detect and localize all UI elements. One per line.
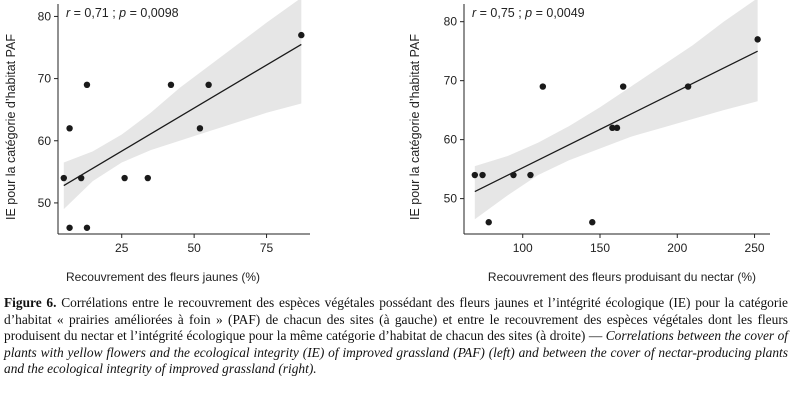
right-x-tick-label: 150	[590, 241, 610, 255]
left-data-point	[83, 81, 91, 89]
caption-english: Correlations between the cover of plants…	[4, 328, 789, 376]
caption-french: Corrélations entre le recouvrement des e…	[4, 295, 789, 343]
left-data-point	[167, 81, 175, 89]
right-y-tick-label: 70	[444, 74, 458, 88]
left-x-tick-label: 50	[187, 241, 201, 255]
left-data-point	[121, 174, 128, 182]
figure-area: 50 60 70 80 25 50 75 IE pour la catégorie d’ha…	[4, 0, 770, 284]
figure-caption: Figure 6. Corrélations entre le recouvre…	[4, 295, 788, 378]
left-confidence-band	[63, 0, 302, 210]
right-data-point	[754, 36, 761, 43]
left-x-tick-label: 25	[115, 241, 129, 255]
left-data-point	[144, 174, 151, 182]
right-data-point	[485, 219, 492, 226]
right-data-point	[589, 219, 596, 226]
left-data-point	[66, 125, 73, 132]
left-data-point	[205, 81, 212, 89]
left-y-axis-label: IE pour la catégorie d’habitat PAF	[4, 34, 18, 220]
left-x-axis-label: Recouvrement des fleurs jaunes (%)	[66, 270, 260, 284]
caption-lead: Figure 6.	[4, 295, 57, 310]
right-y-tick-label: 80	[444, 15, 458, 29]
right-x-tick-label: 100	[513, 241, 533, 255]
left-y-tick-label: 70	[38, 72, 52, 86]
left-correlation-annotation: r = 0,71 ; p = 0,0098	[66, 6, 179, 20]
right-plot-layer: 50 60 70 80 100 150 200 250	[444, 0, 770, 255]
right-x-axis-label: Recouvrement des fleurs produisant du ne…	[488, 270, 756, 284]
right-x-tick-label: 250	[745, 241, 765, 255]
left-regression-line	[63, 43, 302, 187]
left-data-point	[60, 174, 67, 182]
left-data-point	[83, 224, 91, 231]
left-data-point	[77, 174, 85, 182]
left-y-tick-label: 50	[38, 196, 52, 210]
right-y-tick-label: 60	[444, 133, 458, 147]
right-data-point	[609, 124, 616, 132]
left-y-tick-label: 80	[38, 9, 52, 23]
right-regression-line	[474, 50, 758, 193]
right-data-point	[613, 124, 621, 132]
right-y-axis-label: IE pour la catégorie d’habitat PAF	[408, 34, 422, 220]
right-data-point	[471, 171, 479, 179]
right-data-point	[510, 171, 517, 179]
right-correlation-annotation: r = 0,75 ; p = 0,0049	[472, 6, 585, 20]
right-confidence-band	[474, 0, 758, 220]
figure-svg: 50 60 70 80 25 50 75 IE pour la catégorie d’ha…	[4, 0, 770, 284]
chart-right: 50 60 70 80 100 150 200 250 IE pour la catégori…	[408, 0, 770, 284]
left-data-point	[66, 224, 73, 231]
right-data-point	[684, 83, 692, 90]
right-data-point	[479, 171, 486, 179]
right-y-tick-label: 50	[444, 192, 458, 206]
left-plot-layer: 50 60 70 80 25 50 75	[38, 0, 310, 255]
left-data-point	[196, 125, 204, 132]
left-y-tick-label: 60	[38, 134, 52, 148]
left-data-point	[298, 31, 305, 39]
chart-left: 50 60 70 80 25 50 75 IE pour la catégorie d’ha…	[4, 0, 310, 284]
right-data-point	[619, 83, 627, 90]
right-data-point	[539, 83, 547, 90]
right-data-point	[527, 171, 534, 179]
right-x-tick-label: 200	[667, 241, 687, 255]
left-x-tick-label: 75	[260, 241, 274, 255]
